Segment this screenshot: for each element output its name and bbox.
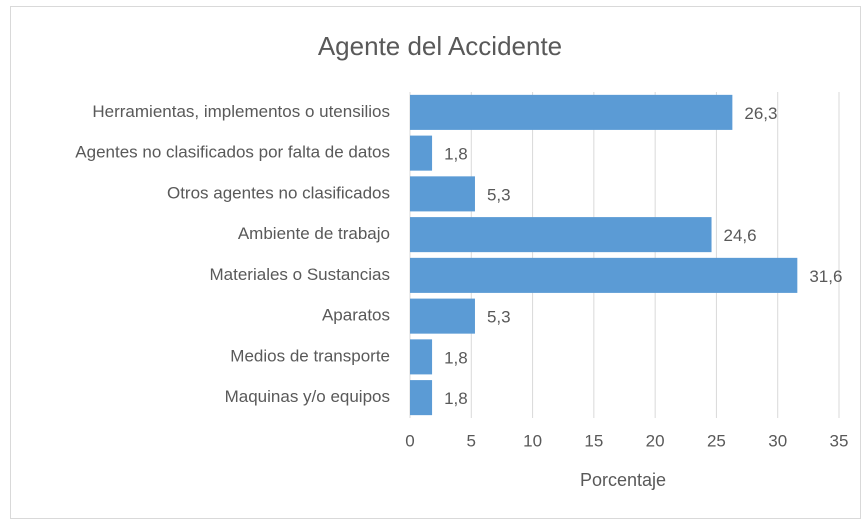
data-label: 1,8 xyxy=(444,145,468,164)
bar xyxy=(410,339,433,375)
bar xyxy=(410,135,433,171)
x-tick-label: 10 xyxy=(523,431,542,450)
bar xyxy=(410,298,475,334)
x-axis-label: Porcentaje xyxy=(580,470,666,490)
y-tick-label: Agentes no clasificados por falta de dat… xyxy=(75,143,390,162)
bar xyxy=(410,257,798,293)
x-tick-label: 20 xyxy=(646,431,665,450)
y-tick-label: Herramientas, implementos o utensilios xyxy=(92,102,390,121)
x-tick-label: 15 xyxy=(584,431,603,450)
data-label: 5,3 xyxy=(487,308,511,327)
data-label: 24,6 xyxy=(724,226,757,245)
y-tick-label: Aparatos xyxy=(322,306,390,325)
data-label: 31,6 xyxy=(809,267,842,286)
data-label: 1,8 xyxy=(444,348,468,367)
data-label: 5,3 xyxy=(487,185,511,204)
x-tick-label: 5 xyxy=(467,431,476,450)
bar xyxy=(410,176,475,212)
y-tick-label: Maquinas y/o equipos xyxy=(225,387,390,406)
x-tick-label: 30 xyxy=(768,431,787,450)
bar xyxy=(410,380,433,416)
y-tick-label: Ambiente de trabajo xyxy=(238,224,390,243)
bar xyxy=(410,94,733,130)
data-label: 26,3 xyxy=(744,104,777,123)
x-tick-label: 0 xyxy=(405,431,414,450)
x-tick-label: 25 xyxy=(707,431,726,450)
data-label: 1,8 xyxy=(444,389,468,408)
chart-title: Agente del Accidente xyxy=(318,31,562,61)
x-tick-label: 35 xyxy=(830,431,849,450)
y-tick-label: Materiales o Sustancias xyxy=(210,265,390,284)
y-tick-label: Otros agentes no clasificados xyxy=(167,183,390,202)
y-tick-label: Medios de transporte xyxy=(230,346,390,365)
bar xyxy=(410,217,712,253)
